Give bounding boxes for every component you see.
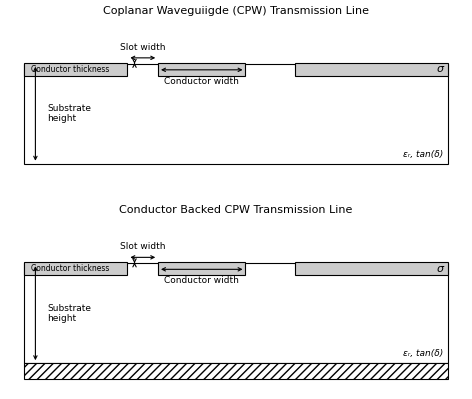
Text: εᵣ, tan(δ): εᵣ, tan(δ) bbox=[404, 349, 444, 358]
Text: Conductor width: Conductor width bbox=[164, 277, 239, 285]
Bar bbox=[158, 263, 245, 275]
Text: Substrate
height: Substrate height bbox=[47, 104, 91, 123]
Bar bbox=[24, 263, 127, 275]
Bar bbox=[24, 263, 448, 363]
Bar bbox=[24, 363, 448, 379]
Bar bbox=[24, 64, 448, 164]
Bar bbox=[158, 63, 245, 76]
Text: εᵣ, tan(δ): εᵣ, tan(δ) bbox=[404, 150, 444, 158]
Text: σ: σ bbox=[437, 64, 444, 74]
Text: Conductor thickness: Conductor thickness bbox=[31, 264, 109, 273]
Text: Slot width: Slot width bbox=[120, 242, 166, 251]
Text: Conductor thickness: Conductor thickness bbox=[31, 65, 109, 74]
Bar bbox=[295, 63, 448, 76]
Text: Conductor Backed CPW Transmission Line: Conductor Backed CPW Transmission Line bbox=[119, 205, 353, 215]
Text: Conductor width: Conductor width bbox=[164, 77, 239, 86]
Bar bbox=[295, 263, 448, 275]
Text: Substrate
height: Substrate height bbox=[47, 304, 91, 323]
Text: Coplanar Waveguiigde (CPW) Transmission Line: Coplanar Waveguiigde (CPW) Transmission … bbox=[103, 6, 369, 16]
Bar bbox=[24, 63, 127, 76]
Text: Slot width: Slot width bbox=[120, 43, 166, 52]
Text: σ: σ bbox=[437, 264, 444, 274]
